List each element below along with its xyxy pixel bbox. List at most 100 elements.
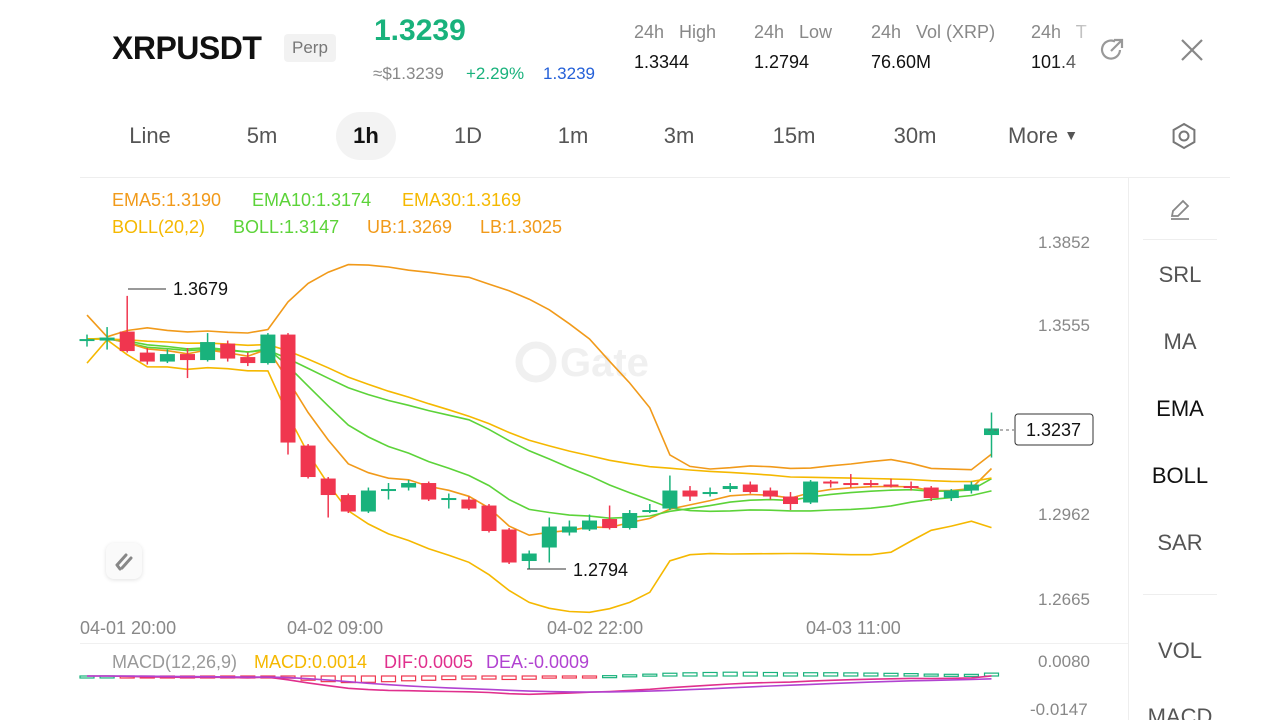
indicator-ema[interactable]: EMA [1156, 396, 1204, 421]
boll-mid-line [86, 337, 992, 513]
candle-body [883, 484, 899, 487]
macd-histogram-bar [722, 671, 738, 677]
candle-body [943, 490, 959, 499]
macd-histogram-bar [963, 673, 980, 677]
contract-type-badge: Perp [284, 34, 336, 62]
macd-dea-label: DEA:-0.0009 [486, 652, 590, 672]
candle-body [159, 354, 175, 362]
macd-value-label: MACD:0.0014 [254, 652, 368, 672]
candle-body [139, 352, 155, 362]
candle-body [240, 357, 256, 364]
draw-tool-button[interactable] [106, 543, 142, 579]
stats-strip: 24h High 1.3344 24h Low 1.2794 24h Vol (… [634, 22, 1134, 82]
boll-lb-label: LB:1.3025 [480, 217, 563, 237]
indicator-boll[interactable]: BOLL [1151, 463, 1209, 488]
price-tick: 1.2665 [1038, 590, 1090, 609]
candle-body [762, 490, 778, 497]
candle-body [200, 342, 216, 361]
edit-pencil-icon[interactable] [1167, 196, 1193, 222]
candle-body [561, 526, 577, 533]
settings-icon[interactable] [1170, 122, 1198, 150]
indicator-srl[interactable]: SRL [1158, 262, 1202, 287]
macd-histogram-bar [823, 672, 839, 677]
candle-body [280, 334, 296, 443]
boll-params-label: BOLL(20,2) [112, 217, 206, 237]
candle-body [662, 490, 678, 509]
share-icon[interactable] [1098, 36, 1126, 64]
tab-1d[interactable]: 1D [453, 123, 483, 148]
candle-body [461, 499, 477, 509]
candle-body [984, 428, 999, 436]
candle-body [79, 339, 95, 342]
tab-15m[interactable]: 15m [772, 123, 816, 148]
current-price-label: 1.3237 [1026, 420, 1081, 440]
stat-vol-label: 24h Vol (XRP) [871, 22, 996, 42]
candle-body [119, 331, 135, 352]
last-price: 1.3239 [374, 14, 466, 47]
candle-body [722, 486, 738, 490]
caret-down-icon: ▼ [1064, 127, 1079, 143]
candle-body [521, 553, 537, 562]
candle-body [441, 498, 457, 501]
tab-3m[interactable]: 3m [663, 123, 695, 148]
indicator-macd[interactable]: MACD [1147, 704, 1213, 720]
ema-lines [86, 337, 993, 537]
macd-histogram-bar [601, 675, 618, 679]
stat-low-label: 24h Low [754, 22, 833, 42]
candle-body [682, 490, 698, 497]
candle-body [220, 343, 236, 359]
tab-line[interactable]: Line [129, 123, 171, 148]
gate-watermark: Gate [515, 341, 649, 385]
price-chart[interactable]: Gate 1.3679 1.2794 1.3237 [0, 0, 1128, 720]
boll-upper-line [86, 263, 992, 471]
macd-histogram-bar [762, 671, 779, 677]
more-dropdown[interactable]: More ▼ [1008, 112, 1090, 160]
candle-body [401, 483, 417, 488]
candle-body [823, 481, 839, 484]
mark-price: 1.3239 [543, 64, 595, 83]
boll-mid-label: BOLL:1.3147 [233, 217, 340, 237]
indicator-ma[interactable]: MA [1163, 329, 1197, 354]
candles [79, 295, 999, 569]
candle-body [99, 337, 115, 341]
time-tick: 04-03 11:00 [806, 618, 901, 638]
candle-body [843, 483, 859, 486]
macd-panel [79, 671, 1000, 696]
more-label: More [1008, 123, 1059, 148]
tab-30m[interactable]: 30m [893, 123, 937, 148]
time-tick: 04-01 20:00 [80, 618, 177, 638]
watermark-text: Gate [560, 341, 649, 385]
candle-body [481, 505, 497, 532]
candle-body [360, 490, 376, 512]
time-tick: 04-02 09:00 [287, 618, 384, 638]
pair-name[interactable]: XRPUSDT [112, 30, 262, 66]
macd-axis-bottom: -0.0147 [1030, 700, 1088, 719]
macd-histogram-bar [541, 675, 557, 679]
macd-histogram-bar [943, 673, 959, 677]
change-percent: +2.29% [466, 64, 525, 83]
macd-histogram-bar [581, 675, 598, 679]
tab-5m[interactable]: 5m [246, 123, 278, 148]
candle-body [501, 529, 517, 563]
macd-histogram-bar [802, 672, 819, 677]
tab-1h[interactable]: 1h [336, 112, 396, 160]
macd-axis-top: 0.0080 [1038, 652, 1090, 671]
macd-histogram-bar [903, 673, 919, 677]
macd-params-label: MACD(12,26,9) [112, 652, 238, 672]
stat-high-value: 1.3344 [634, 52, 690, 72]
indicator-sar[interactable]: SAR [1157, 530, 1203, 555]
candle-body [622, 513, 638, 529]
indicator-vol[interactable]: VOL [1157, 638, 1203, 663]
candle-body [320, 478, 336, 496]
macd-histogram-bar [481, 675, 497, 680]
stat-vol-value: 76.60M [871, 52, 932, 72]
macd-histogram-bar [561, 675, 578, 679]
time-tick: 04-02 22:00 [547, 618, 644, 638]
macd-dif-label: DIF:0.0005 [384, 652, 474, 672]
close-icon[interactable] [1179, 37, 1205, 63]
price-tick: 1.3852 [1038, 233, 1090, 252]
tab-1m[interactable]: 1m [557, 123, 589, 148]
high-marker-label: 1.3679 [173, 279, 228, 299]
macd-histogram-bar [742, 671, 758, 677]
bollinger-bands [86, 263, 992, 614]
